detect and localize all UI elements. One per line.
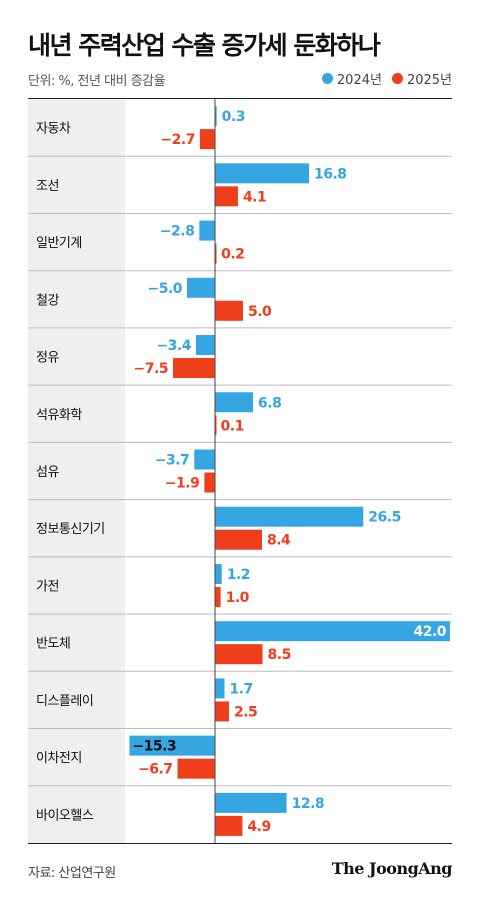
bar-2024 <box>129 735 215 756</box>
bar-2024 <box>215 392 254 413</box>
data-label: 1.7 <box>230 681 253 697</box>
data-label: −7.5 <box>134 361 169 377</box>
bar-2024 <box>215 792 287 813</box>
bar-2025 <box>215 529 262 550</box>
data-label: 6.8 <box>258 395 281 411</box>
bar-2025 <box>215 644 263 665</box>
brand-logo: The JoongAng <box>331 859 453 878</box>
data-label: −1.9 <box>165 476 200 492</box>
data-label: 0.1 <box>221 418 244 434</box>
data-label: 0.3 <box>222 109 245 125</box>
bar-2024 <box>215 563 222 584</box>
category-label-bg <box>28 327 125 386</box>
source-note: 자료: 산업연구원 <box>28 866 116 881</box>
bar-2025 <box>215 186 238 207</box>
category-label-bg <box>28 99 125 157</box>
category-label: 석유화학 <box>36 408 82 423</box>
data-label: −6.7 <box>138 762 173 778</box>
bar-2025 <box>215 701 229 722</box>
data-label: −3.4 <box>156 338 191 354</box>
category-label: 일반기계 <box>36 236 82 251</box>
bottom-rule <box>28 843 452 844</box>
data-label: 2.5 <box>234 704 257 720</box>
category-label: 자동차 <box>36 122 71 137</box>
category-label: 정보통신기기 <box>36 522 105 537</box>
category-label-bg <box>28 442 125 500</box>
category-label: 이차전지 <box>36 751 82 766</box>
category-label: 가전 <box>36 579 59 594</box>
bar-2024 <box>195 335 215 356</box>
bar-2024 <box>187 277 215 298</box>
category-label: 철강 <box>36 293 59 308</box>
category-label: 정유 <box>36 351 59 366</box>
data-label: 4.9 <box>247 819 270 835</box>
bar-2024 <box>199 220 215 241</box>
category-label-bg <box>28 270 125 328</box>
category-label: 디스플레이 <box>36 694 93 709</box>
bar-2024 <box>215 678 225 699</box>
bar-2025 <box>215 243 217 264</box>
data-label: 1.2 <box>227 567 250 583</box>
legend-dot-2025 <box>391 73 403 84</box>
data-label: −2.8 <box>160 224 195 240</box>
data-label: 8.4 <box>267 533 291 549</box>
category-label: 조선 <box>36 179 59 194</box>
bar-2025 <box>215 586 221 607</box>
legend: 2024년 2025년 <box>321 69 452 88</box>
legend-label-2024: 2024년 <box>336 73 382 88</box>
bar-2024 <box>194 449 215 470</box>
legend-label-2025: 2025년 <box>406 73 452 88</box>
category-label-bg <box>28 785 125 843</box>
data-label: 16.8 <box>314 166 347 182</box>
bar-2025 <box>199 129 215 150</box>
legend-item-2024: 2024년 <box>321 69 382 88</box>
category-label-bg <box>28 728 125 786</box>
legend-dot-2024 <box>321 73 333 84</box>
data-label: 1.0 <box>226 590 250 606</box>
bar-2025 <box>177 758 215 779</box>
data-label: 12.8 <box>292 796 325 812</box>
data-label: −5.0 <box>147 281 182 297</box>
data-label: −15.3 <box>132 739 176 755</box>
bar-2024 <box>215 506 364 527</box>
legend-item-2025: 2025년 <box>391 69 452 88</box>
category-label-bg <box>28 156 125 214</box>
bar-2024 <box>215 621 450 642</box>
bar-2025 <box>215 415 217 436</box>
data-label: 4.1 <box>243 189 266 205</box>
category-label-bg <box>28 385 125 443</box>
data-label: −2.7 <box>160 132 195 148</box>
chart-title: 내년 주력산업 수출 증가세 둔화하나 <box>28 31 381 60</box>
bar-2024 <box>215 106 217 127</box>
data-label: 42.0 <box>413 624 446 640</box>
category-label-bg <box>28 213 125 271</box>
category-label-bg <box>28 614 125 672</box>
category-label-bg <box>28 499 125 557</box>
data-label: 5.0 <box>248 304 272 320</box>
bar-2025 <box>173 358 215 379</box>
top-rule <box>28 98 452 99</box>
data-label: 8.5 <box>268 647 291 663</box>
category-label-bg <box>28 671 125 729</box>
bar-2025 <box>215 815 243 836</box>
unit-note: 단위: %, 전년 대비 증감율 <box>28 74 166 89</box>
category-label: 바이오헬스 <box>36 808 94 823</box>
data-label: 26.5 <box>368 510 401 526</box>
category-label: 섬유 <box>36 465 59 480</box>
category-label-bg <box>28 556 125 615</box>
data-label: 0.2 <box>221 247 244 263</box>
data-label: −3.7 <box>155 453 190 469</box>
bar-2025 <box>215 300 243 321</box>
category-label: 반도체 <box>36 637 70 652</box>
bar-2025 <box>204 472 215 493</box>
bar-2024 <box>215 163 309 184</box>
